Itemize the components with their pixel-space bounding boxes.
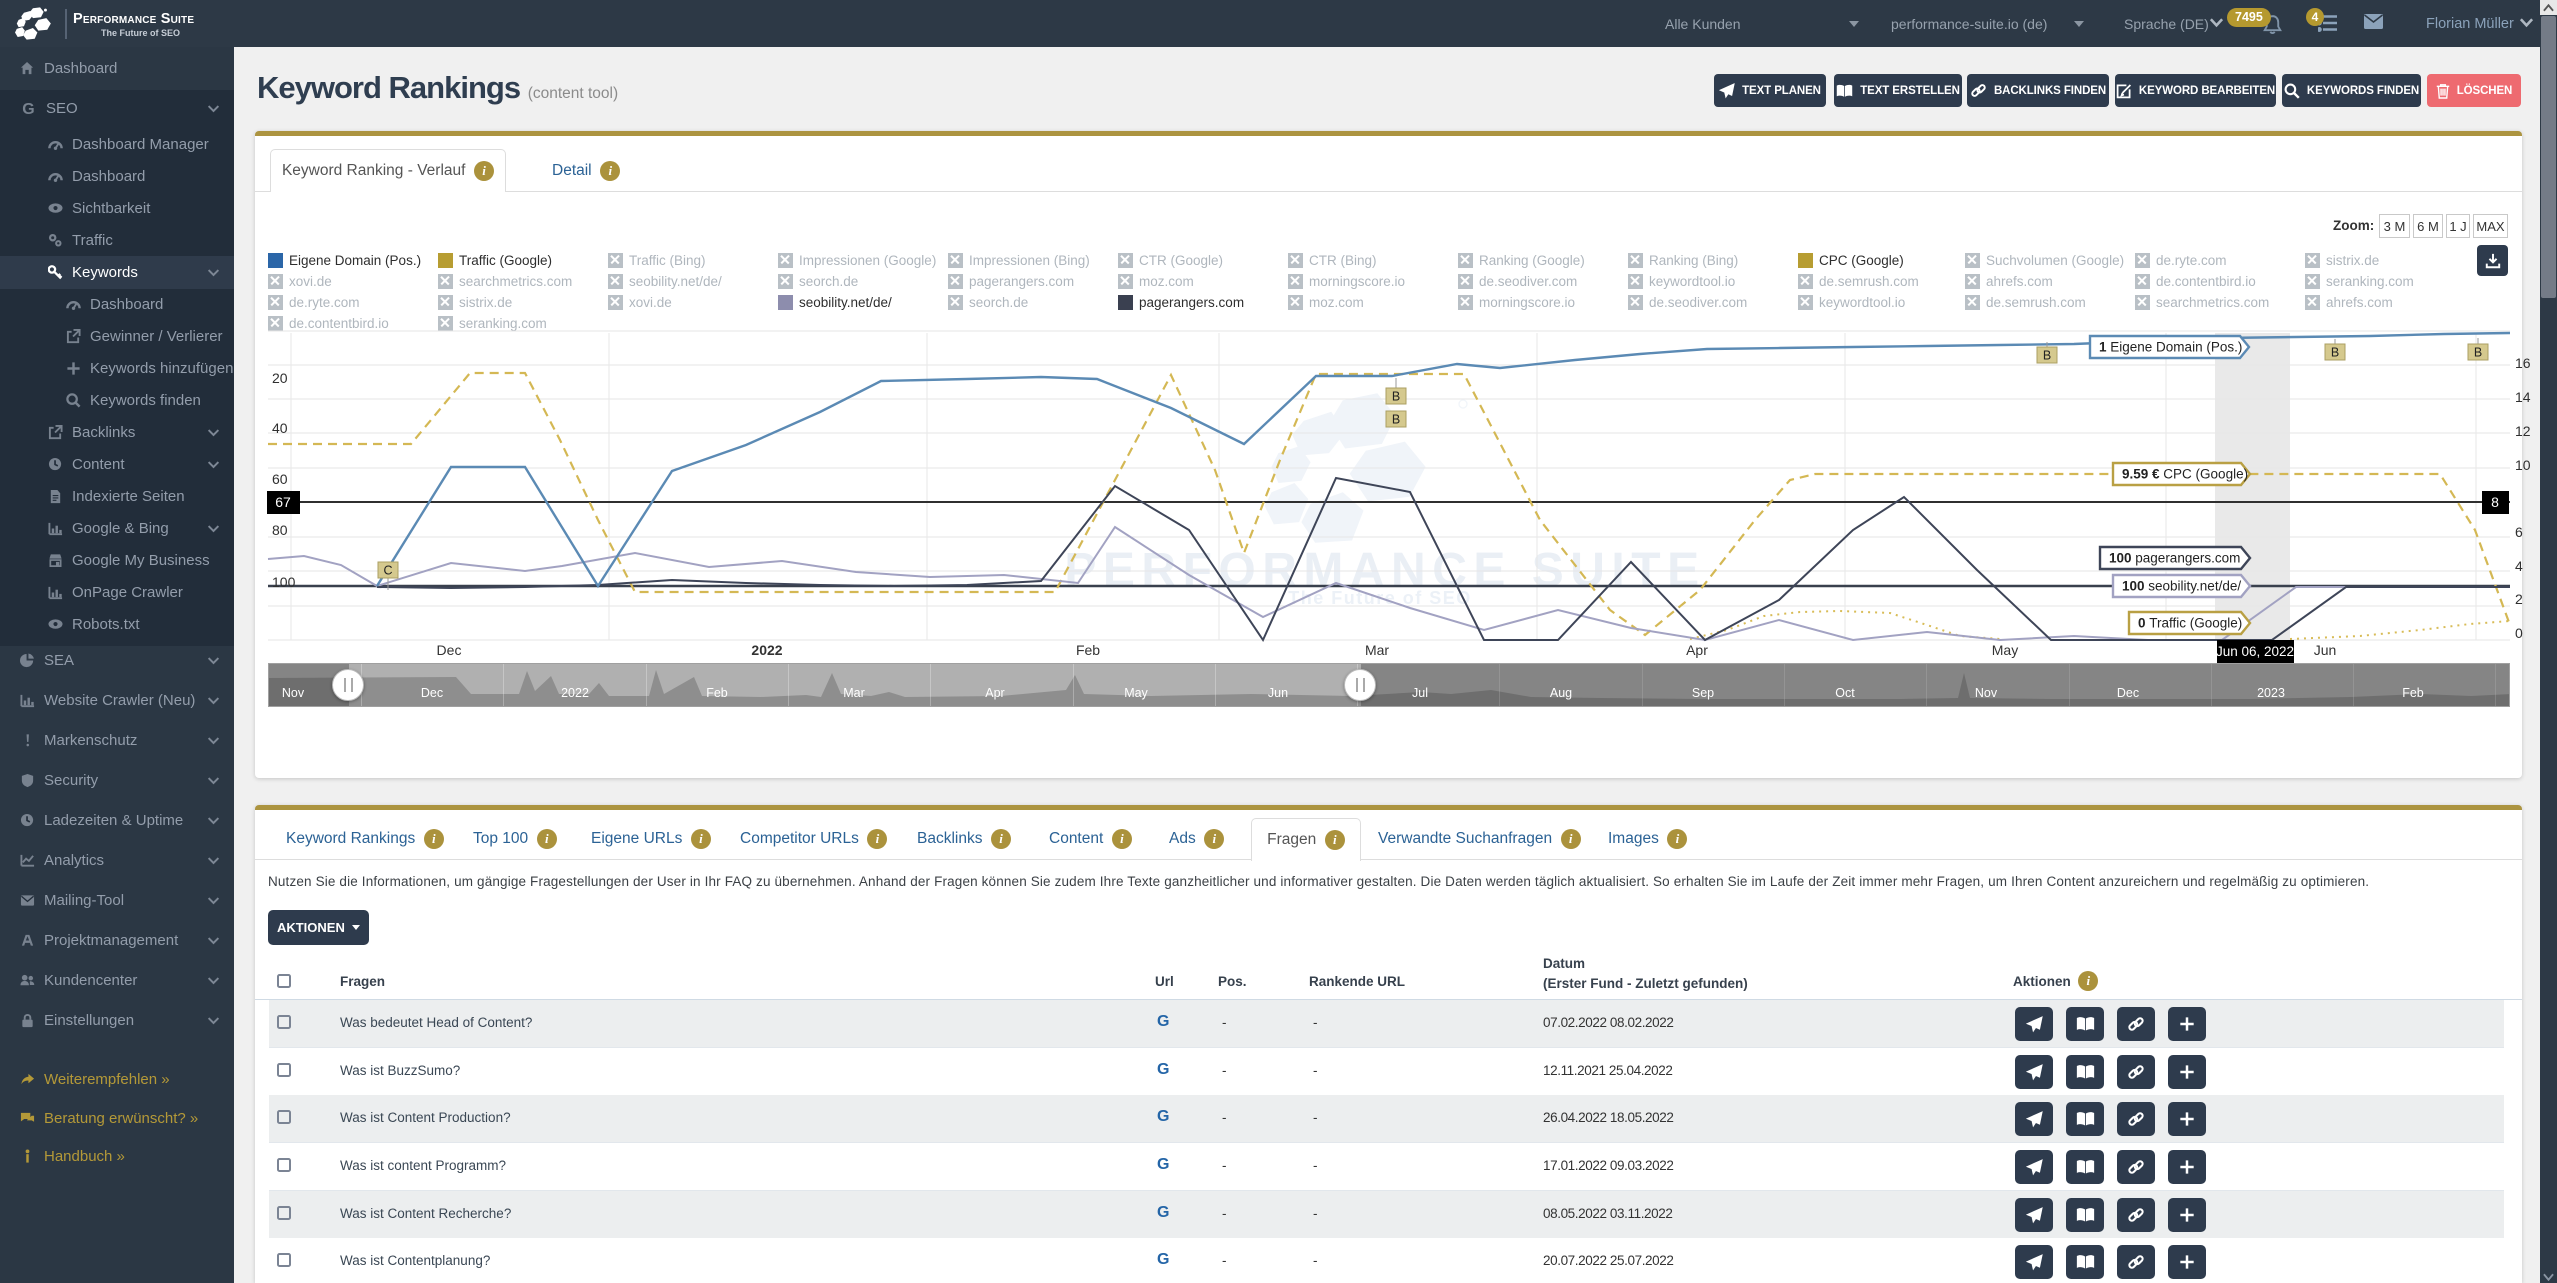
svg-text:B: B <box>1392 390 1400 404</box>
svg-text:B: B <box>2043 349 2051 363</box>
svg-text:8: 8 <box>2491 494 2499 510</box>
svg-text:May: May <box>1992 642 2018 658</box>
svg-text:B: B <box>2474 346 2482 360</box>
svg-text:20: 20 <box>272 370 288 386</box>
svg-text:6: 6 <box>2515 524 2523 540</box>
svg-text:Dec: Dec <box>437 642 462 658</box>
svg-text:100: 100 <box>272 574 296 590</box>
svg-text:Jun 06, 2022: Jun 06, 2022 <box>2216 644 2294 659</box>
svg-text:Mar: Mar <box>1365 642 1389 658</box>
svg-text:4: 4 <box>2515 558 2523 574</box>
svg-text:Feb: Feb <box>1076 642 1100 658</box>
svg-text:2022: 2022 <box>751 642 782 658</box>
svg-text:100 pagerangers.com: 100 pagerangers.com <box>2109 551 2240 566</box>
svg-text:C: C <box>383 564 392 578</box>
svg-text:16: 16 <box>2515 355 2531 371</box>
svg-text:67: 67 <box>275 494 291 510</box>
svg-text:40: 40 <box>272 420 288 436</box>
svg-text:B: B <box>2331 346 2339 360</box>
svg-text:0 Traffic (Google): 0 Traffic (Google) <box>2138 616 2242 631</box>
svg-text:B: B <box>1392 413 1400 427</box>
svg-text:Jun: Jun <box>2314 642 2337 658</box>
svg-text:9.59 € CPC (Google): 9.59 € CPC (Google) <box>2122 467 2248 482</box>
svg-text:1 Eigene Domain (Pos.): 1 Eigene Domain (Pos.) <box>2099 340 2242 355</box>
svg-text:100 seobility.net/de/: 100 seobility.net/de/ <box>2122 579 2241 594</box>
svg-text:14: 14 <box>2515 389 2531 405</box>
svg-text:80: 80 <box>272 522 288 538</box>
svg-text:0: 0 <box>2515 625 2523 641</box>
svg-text:Apr: Apr <box>1686 642 1708 658</box>
svg-text:60: 60 <box>272 471 288 487</box>
svg-text:10: 10 <box>2515 457 2531 473</box>
svg-text:12: 12 <box>2515 423 2531 439</box>
svg-text:2: 2 <box>2515 591 2523 607</box>
svg-text:G: G <box>22 100 34 116</box>
